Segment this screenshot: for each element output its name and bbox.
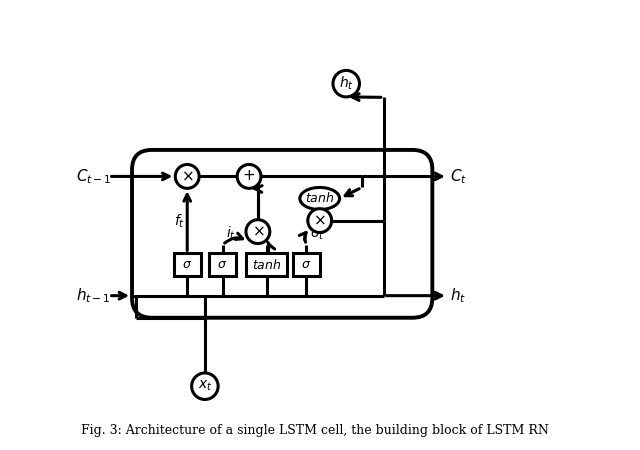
FancyBboxPatch shape (209, 253, 236, 276)
Text: Fig. 3: Architecture of a single LSTM cell, the building block of LSTM RN: Fig. 3: Architecture of a single LSTM ce… (81, 424, 549, 437)
FancyBboxPatch shape (246, 253, 287, 276)
FancyBboxPatch shape (292, 253, 320, 276)
Text: $\times$: $\times$ (314, 214, 326, 228)
Circle shape (333, 70, 360, 97)
Text: $h_{t-1}$: $h_{t-1}$ (76, 286, 111, 305)
Text: $+$: $+$ (243, 169, 255, 184)
FancyBboxPatch shape (132, 150, 433, 318)
Text: $C_{t-1}$: $C_{t-1}$ (76, 167, 111, 186)
Text: $o_t$: $o_t$ (310, 228, 324, 243)
Text: $tanh$: $tanh$ (252, 258, 282, 272)
Text: $h_t$: $h_t$ (339, 75, 354, 92)
Circle shape (308, 209, 332, 233)
Text: $C_t$: $C_t$ (450, 167, 467, 186)
Text: $f_t$: $f_t$ (174, 212, 185, 230)
Text: $tanh$: $tanh$ (305, 192, 335, 206)
Text: $\sigma$: $\sigma$ (182, 258, 193, 271)
Text: $x_t$: $x_t$ (198, 379, 212, 393)
FancyBboxPatch shape (173, 253, 201, 276)
Ellipse shape (300, 188, 340, 210)
Text: $\sigma$: $\sigma$ (218, 258, 228, 271)
Text: $i_t$: $i_t$ (226, 225, 236, 243)
Text: $\times$: $\times$ (252, 225, 264, 239)
Circle shape (175, 165, 199, 189)
Text: $\times$: $\times$ (181, 169, 193, 184)
Circle shape (191, 373, 218, 400)
Text: $\sigma$: $\sigma$ (301, 258, 312, 271)
Circle shape (237, 165, 261, 189)
Text: $h_t$: $h_t$ (450, 286, 466, 305)
Circle shape (246, 220, 270, 243)
